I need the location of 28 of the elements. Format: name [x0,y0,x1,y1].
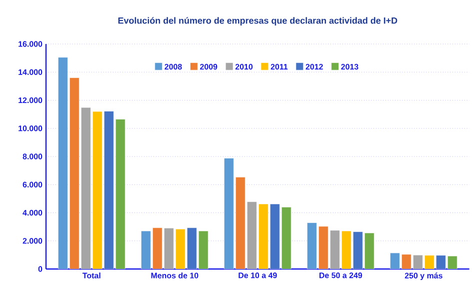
chart-title: Evolución del número de empresas que declaran actividad de I+D [118,17,398,26]
bar [104,111,114,269]
bar [141,230,151,269]
bar [436,255,446,269]
bar [186,228,197,269]
bar [164,228,174,269]
bar [81,107,91,269]
bar [58,57,68,269]
bar [342,230,352,269]
bar [364,232,374,269]
bar [258,204,268,269]
bar [318,226,328,269]
bar [247,202,257,269]
bar [330,230,340,269]
bar [198,230,208,269]
bar [152,228,162,269]
bar [70,78,80,269]
bar [176,228,186,269]
bar [92,111,102,269]
bar [352,232,363,269]
bar [236,177,246,269]
bar [224,158,234,269]
bar [307,222,317,269]
bar [424,255,434,269]
bar [115,119,126,269]
bar [270,204,280,269]
bar [402,254,412,269]
bar [281,206,292,269]
